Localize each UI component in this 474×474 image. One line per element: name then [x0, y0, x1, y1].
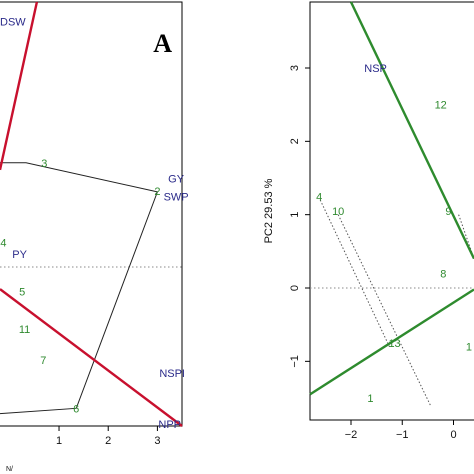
- panel-b-green-lines: [309, 1, 474, 396]
- panel-a: 1 2 3 DSW GY SWP PY NSPI NPP 3 2 4 5 11 7 6 A N/: [0, 1, 189, 473]
- vector-label-nspi: NSPI: [159, 368, 185, 380]
- genotype-label: 8: [440, 268, 446, 280]
- genotype-label: 3: [41, 158, 47, 170]
- genotype-label: 6: [73, 403, 79, 415]
- perpendicular-dotted-line: [319, 199, 390, 347]
- x-tick-label: 3: [154, 435, 160, 447]
- x-tick-label: −2: [345, 429, 358, 441]
- genotype-label: 7: [40, 355, 46, 367]
- genotype-label: 2: [154, 186, 160, 198]
- red-sector-line-2: [0, 288, 183, 427]
- x-tick-label: 1: [56, 435, 62, 447]
- vector-label-npp: NPP: [158, 419, 181, 431]
- panel-a-vector-labels: DSW GY SWP PY NSPI NPP: [0, 16, 189, 431]
- genotype-label: 4: [316, 191, 322, 203]
- x-tick-label: −1: [396, 429, 409, 441]
- genotype-label: 9: [445, 206, 451, 218]
- vector-label-dsw: DSW: [0, 16, 26, 28]
- green-axis-line-2: [309, 288, 474, 396]
- vector-label-nsp: NSP: [364, 63, 387, 75]
- red-sector-line-1: [0, 1, 39, 171]
- panel-b-y-ticks: −1 0 1 2 3: [289, 65, 310, 368]
- panel-letter: A: [153, 29, 172, 58]
- y-tick-label: 1: [289, 212, 301, 218]
- convex-hull-polygon: [0, 162, 159, 415]
- panel-a-x-ticks: 1 2 3: [56, 426, 160, 447]
- genotype-label: 1: [466, 342, 472, 354]
- panel-b-x-ticks: −2 −1 0: [345, 420, 457, 441]
- y-tick-label: 3: [289, 65, 301, 71]
- y-tick-label: −1: [289, 355, 301, 368]
- vector-label-swp: SWP: [164, 191, 189, 203]
- genotype-label: 5: [19, 287, 25, 299]
- y-tick-label: 2: [289, 138, 301, 144]
- bottom-axis-fragment: N/: [6, 466, 13, 473]
- perpendicular-dotted-line: [337, 214, 431, 406]
- y-axis-label: PC2 29.53 %: [263, 178, 275, 243]
- x-tick-label: 0: [450, 429, 456, 441]
- x-tick-label: 2: [105, 435, 111, 447]
- vector-label-gy: GY: [168, 174, 185, 186]
- panel-a-frame: [0, 1, 183, 427]
- genotype-label: 13: [388, 338, 400, 350]
- panel-a-polygon: [0, 162, 159, 415]
- genotype-label: 12: [435, 100, 447, 112]
- genotype-label: 11: [19, 324, 30, 336]
- vector-label-py: PY: [12, 249, 27, 261]
- genotype-label: 4: [0, 237, 6, 249]
- panel-b-vector-labels: NSP: [364, 63, 387, 75]
- panel-b-genotype-labels: 12 4 10 9 8 1 13 1: [316, 100, 472, 405]
- panel-b-frame: [309, 1, 474, 421]
- green-axis-line-1: [349, 1, 474, 260]
- panel-a-genotype-labels: 3 2 4 5 11 7 6: [0, 158, 160, 416]
- panel-a-red-lines: [0, 1, 183, 427]
- genotype-label: 1: [367, 393, 373, 405]
- genotype-label: 10: [332, 206, 344, 218]
- y-tick-label: 0: [289, 285, 301, 291]
